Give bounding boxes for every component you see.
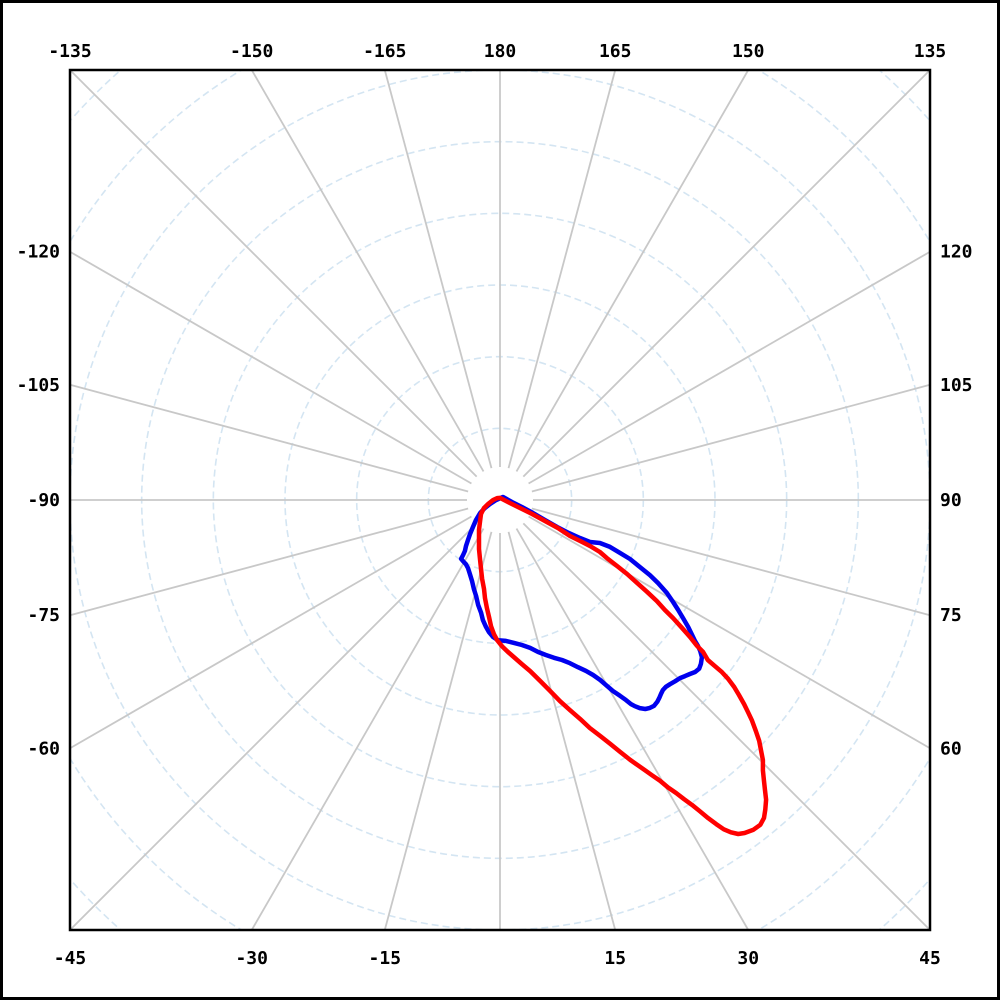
angle-tick-label: 30: [737, 948, 759, 969]
grid-spoke: [69, 69, 478, 478]
angle-tick-label: 120: [940, 242, 973, 263]
angle-tick-label: 165: [599, 41, 632, 62]
grid-spoke: [69, 507, 469, 617]
grid-spoke: [250, 528, 485, 931]
grid-spoke: [69, 522, 478, 931]
angle-tick-label: -60: [27, 738, 60, 759]
grid-spoke: [69, 250, 472, 485]
grid-spokes: [69, 69, 931, 931]
grid-spoke: [515, 528, 750, 931]
angle-tick-label: 15: [604, 948, 626, 969]
angle-tick-label: 45: [919, 948, 941, 969]
grid-spoke: [383, 69, 493, 469]
series-red_curve: [476, 495, 769, 837]
angle-tick-label: -120: [17, 242, 60, 263]
series-blue_curve: [458, 494, 705, 712]
angle-tick-label: 180: [484, 41, 517, 62]
angle-tick-label: 60: [940, 738, 962, 759]
grid-spoke: [250, 69, 485, 472]
angle-tick-label: -30: [235, 948, 268, 969]
grid-spoke: [528, 250, 931, 485]
angle-tick-label: -105: [17, 375, 60, 396]
grid-spoke: [69, 383, 469, 493]
angle-tick-label: 105: [940, 375, 973, 396]
grid-spoke: [507, 531, 617, 931]
grid-spoke: [69, 515, 472, 750]
angle-tick-label: -45: [54, 948, 87, 969]
angle-tick-label: 75: [940, 605, 962, 626]
angle-tick-label: 135: [914, 41, 947, 62]
grid-spoke: [515, 69, 750, 472]
angle-tick-label: -90: [27, 490, 60, 511]
angle-tick-label: 90: [940, 490, 962, 511]
angle-tick-label: -135: [48, 41, 91, 62]
angle-tick-label: -75: [27, 605, 60, 626]
plot-border: [68, 68, 932, 932]
grid-spoke: [507, 69, 617, 469]
angle-tick-label: -15: [369, 948, 402, 969]
grid-spoke: [528, 515, 931, 750]
grid-spoke: [383, 531, 493, 931]
grid-spoke: [522, 522, 931, 931]
grid-spoke: [531, 383, 931, 493]
angle-tick-label: -150: [230, 41, 273, 62]
grid-spoke: [522, 69, 931, 478]
angle-tick-label: -165: [363, 41, 406, 62]
angle-tick-label: 150: [732, 41, 765, 62]
grid-spoke: [531, 507, 931, 617]
